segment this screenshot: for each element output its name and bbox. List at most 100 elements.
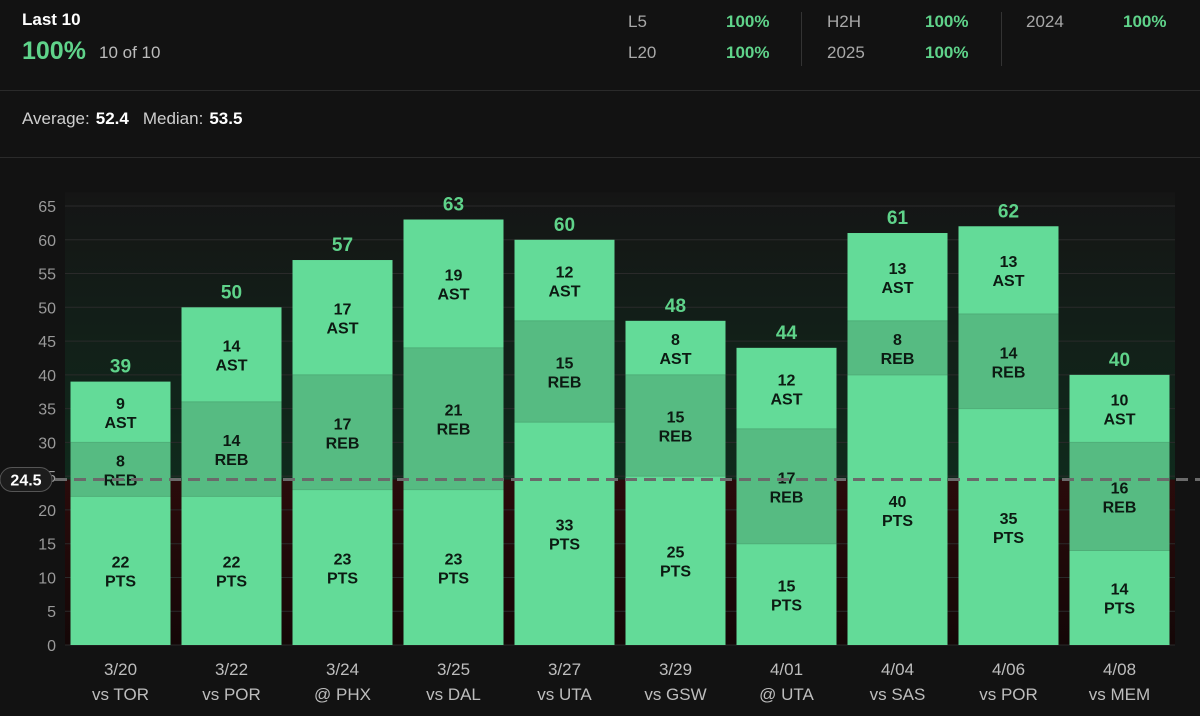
x-tick-opponent: vs POR [979, 685, 1038, 704]
bar-segment-ast [70, 381, 171, 443]
segment-value-label: 9 [116, 396, 125, 413]
stat-2024-label[interactable]: 2024 [1026, 12, 1064, 31]
stat-h2h-label[interactable]: H2H [827, 12, 862, 31]
segment-name-label: PTS [327, 570, 358, 587]
bar-segment-pts [403, 489, 504, 645]
segment-name-label: REB [659, 429, 693, 446]
stacked-bar-chart: 0 5 10 15 20 25 30 35 40 45 50 55 60 65 22 PTS 8 REB 9 AST 3… [0, 192, 1200, 704]
segment-name-label: REB [770, 489, 804, 506]
x-tick-opponent: vs GSW [644, 685, 706, 704]
bar-segment-reb [847, 320, 948, 375]
x-tick-opponent: vs TOR [92, 685, 149, 704]
segment-value-label: 14 [223, 339, 241, 356]
segment-value-label: 14 [1000, 345, 1018, 362]
bar-segment-ast [847, 233, 948, 321]
segment-value-label: 17 [334, 416, 352, 433]
y-tick-label: 60 [38, 233, 56, 250]
segment-value-label: 22 [112, 555, 130, 572]
segment-value-label: 15 [667, 410, 685, 427]
stat-2025-label[interactable]: 2025 [827, 43, 865, 62]
y-tick-label: 40 [38, 368, 56, 385]
segment-value-label: 10 [1111, 393, 1129, 410]
bar-total-label: 61 [887, 208, 909, 229]
bar-segment-reb [403, 347, 504, 490]
bar-segment-reb [625, 374, 726, 477]
segment-name-label: REB [437, 422, 471, 439]
threshold-badge [0, 467, 53, 493]
bar-total-label: 60 [554, 215, 575, 236]
bar-total-label: 57 [332, 235, 353, 256]
bar-total-label: 40 [1109, 350, 1130, 371]
bar-segment-ast [292, 260, 393, 375]
bar-total-label: 48 [665, 296, 686, 317]
segment-name-label: REB [326, 435, 360, 452]
segment-value-label: 8 [671, 332, 680, 349]
x-tick-opponent: vs POR [202, 685, 261, 704]
segment-value-label: 8 [116, 453, 125, 470]
x-tick-date: 4/04 [881, 660, 914, 679]
average-value: 52.4 [95, 109, 129, 128]
bar-segment-pts [958, 408, 1059, 645]
bar-segment-pts [514, 422, 615, 645]
segment-value-label: 19 [445, 268, 463, 285]
y-tick-label: 45 [38, 334, 56, 351]
stat-2024-value: 100% [1123, 12, 1167, 31]
x-tick-date: 4/06 [992, 660, 1025, 679]
y-tick-label: 50 [38, 300, 56, 317]
segment-name-label: AST [993, 273, 1025, 290]
median-label: Median: [142, 109, 204, 128]
average-median-row: Average: 52.4 Median: 53.5 [22, 109, 256, 129]
segment-name-label: AST [438, 287, 470, 304]
bar-segment-reb [514, 320, 615, 423]
bar-segment-reb [958, 314, 1059, 409]
segment-name-label: AST [660, 351, 692, 368]
x-tick-date: 3/22 [215, 660, 248, 679]
hit-rate: 100% [22, 37, 86, 65]
segment-value-label: 16 [1111, 480, 1129, 497]
bar-total-label: 50 [221, 282, 242, 303]
segment-name-label: PTS [1104, 601, 1135, 618]
segment-value-label: 23 [334, 551, 352, 568]
x-tick-date: 3/29 [659, 660, 692, 679]
segment-value-label: 12 [778, 372, 796, 389]
x-tick-date: 3/24 [326, 660, 359, 679]
bar-segment-reb [70, 442, 171, 497]
segment-value-label: 15 [556, 355, 574, 372]
bar-segment-reb [1069, 442, 1170, 551]
bar-total-label: 39 [110, 357, 131, 378]
x-tick-opponent: vs DAL [426, 685, 481, 704]
x-tick-opponent: @ PHX [314, 685, 371, 704]
bar-segment-reb [292, 374, 393, 490]
segment-name-label: PTS [105, 574, 136, 591]
header-divider [0, 90, 1200, 91]
stat-l5-label[interactable]: L5 [628, 12, 647, 31]
segment-value-label: 21 [445, 403, 463, 420]
bar-total-label: 62 [998, 201, 1019, 222]
period-title: Last 10 [22, 10, 81, 29]
y-tick-label: 30 [38, 435, 56, 452]
bar-segment-pts [181, 496, 282, 645]
segment-name-label: AST [882, 280, 914, 297]
segment-name-label: AST [105, 415, 137, 432]
bar-segment-pts [736, 543, 837, 645]
segment-value-label: 12 [556, 264, 574, 281]
median-value: 53.5 [209, 109, 243, 128]
bar-segment-ast [181, 307, 282, 402]
bar-segment-pts [1069, 550, 1170, 645]
stat-l20-label[interactable]: L20 [628, 43, 657, 62]
segment-name-label: REB [548, 374, 582, 391]
summary-header: Last 10 100% 10 of 10 L5 100% L20 100% H… [0, 0, 1200, 90]
segment-name-label: AST [549, 283, 581, 300]
x-tick-opponent: vs UTA [537, 685, 592, 704]
segment-value-label: 23 [445, 551, 463, 568]
segment-name-label: AST [216, 358, 248, 375]
segment-value-label: 22 [223, 555, 241, 572]
bar-total-label: 44 [776, 323, 798, 344]
segment-name-label: PTS [882, 513, 913, 530]
stat-l5-value: 100% [726, 12, 770, 31]
bar-segment-ast [1069, 374, 1170, 443]
segment-value-label: 25 [667, 545, 685, 562]
segment-value-label: 17 [334, 301, 352, 318]
segment-value-label: 14 [1111, 582, 1129, 599]
x-tick-opponent: @ UTA [759, 685, 814, 704]
